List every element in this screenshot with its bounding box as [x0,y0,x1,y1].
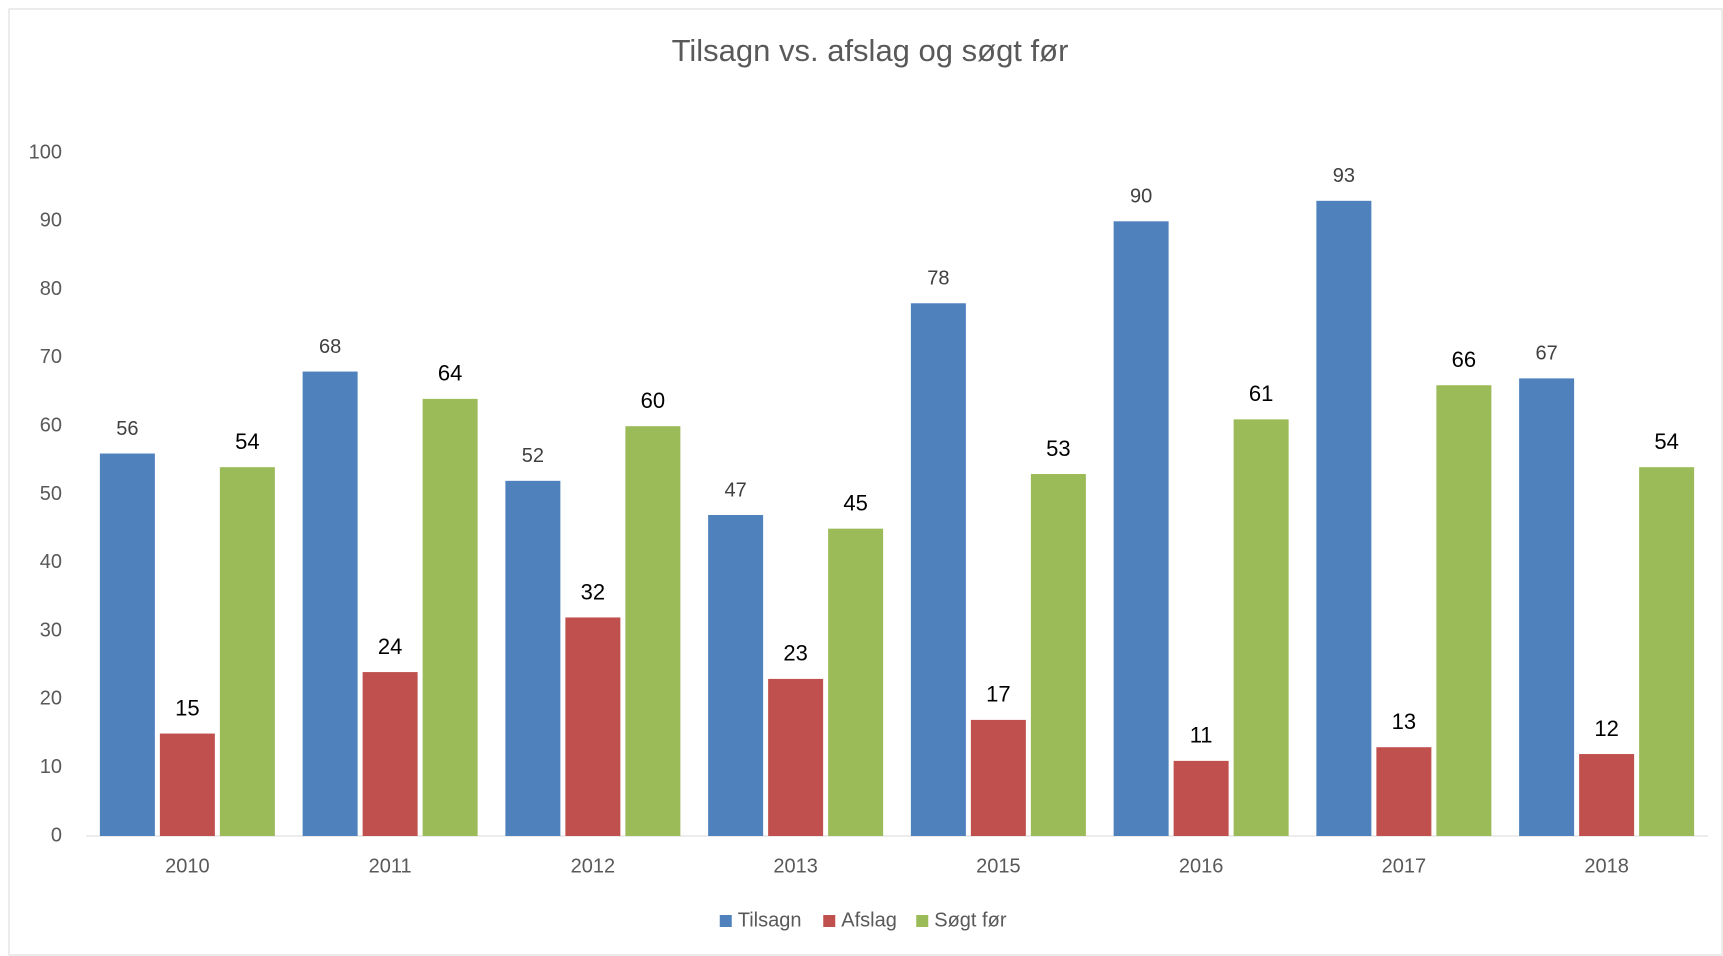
bar [159,733,215,836]
data-label: 12 [1594,716,1618,741]
bar [99,453,155,836]
y-tick-label: 70 [40,346,62,368]
data-label: 90 [1130,186,1152,208]
data-label: 54 [1654,429,1678,454]
y-tick-label: 30 [40,619,62,641]
data-label: 15 [175,695,199,720]
bar [362,672,418,836]
data-label: 17 [986,682,1010,707]
data-label: 47 [725,479,747,501]
bar [910,303,966,836]
x-tick-label: 2018 [1584,855,1629,877]
x-tick-label: 2012 [571,855,616,877]
data-label: 64 [438,361,462,386]
bar [422,398,478,836]
data-label: 32 [581,579,605,604]
legend-swatch [916,915,929,927]
bar [768,678,824,836]
legend-label: Tilsagn [738,909,802,931]
x-tick-label: 2010 [165,855,210,877]
x-tick-label: 2015 [976,855,1021,877]
data-label: 56 [116,418,138,440]
data-label: 67 [1536,343,1558,365]
data-label: 52 [522,445,544,467]
legend-swatch [719,915,732,927]
y-tick-label: 80 [40,278,62,300]
data-label: 23 [783,641,807,666]
data-label: 24 [378,634,402,659]
chart-title: Tilsagn vs. afslag og søgt før [672,33,1069,68]
bar [970,719,1026,836]
y-tick-label: 10 [40,756,62,778]
data-label: 11 [1190,723,1213,748]
legend-label: Afslag [841,909,897,931]
y-tick-label: 40 [40,551,62,573]
bar [1376,747,1432,836]
data-label: 45 [843,490,867,515]
bar [1173,760,1229,836]
x-tick-label: 2011 [369,855,412,877]
bar [708,514,764,836]
legend-swatch [823,915,836,927]
bar [565,617,621,836]
bar [1519,378,1575,836]
data-label: 53 [1046,436,1070,461]
data-label: 66 [1452,347,1476,372]
y-tick-label: 60 [40,414,62,436]
x-tick-label: 2013 [773,855,818,877]
data-label: 78 [927,268,949,290]
bar [828,528,884,836]
y-tick-label: 0 [51,824,62,846]
bar [1436,385,1492,836]
data-label: 54 [235,429,259,454]
bar [1113,221,1169,837]
x-tick-label: 2016 [1179,855,1224,877]
bar [219,467,275,836]
bar [1030,474,1086,836]
bar [1316,200,1372,836]
data-label: 68 [319,336,341,358]
data-label: 13 [1392,709,1416,734]
x-tick-label: 2017 [1382,855,1427,877]
bar [1639,467,1695,836]
bar [1233,419,1289,836]
y-tick-label: 20 [40,688,62,710]
data-label: 93 [1333,165,1355,187]
data-label: 61 [1249,381,1273,406]
legend-label: Søgt før [934,909,1007,931]
bar [625,426,681,836]
y-tick-label: 50 [40,483,62,505]
bar [302,371,358,836]
y-tick-label: 100 [29,141,62,163]
bar [505,480,561,836]
data-label: 60 [641,388,665,413]
bar [1579,754,1635,836]
y-tick-label: 90 [40,210,62,232]
